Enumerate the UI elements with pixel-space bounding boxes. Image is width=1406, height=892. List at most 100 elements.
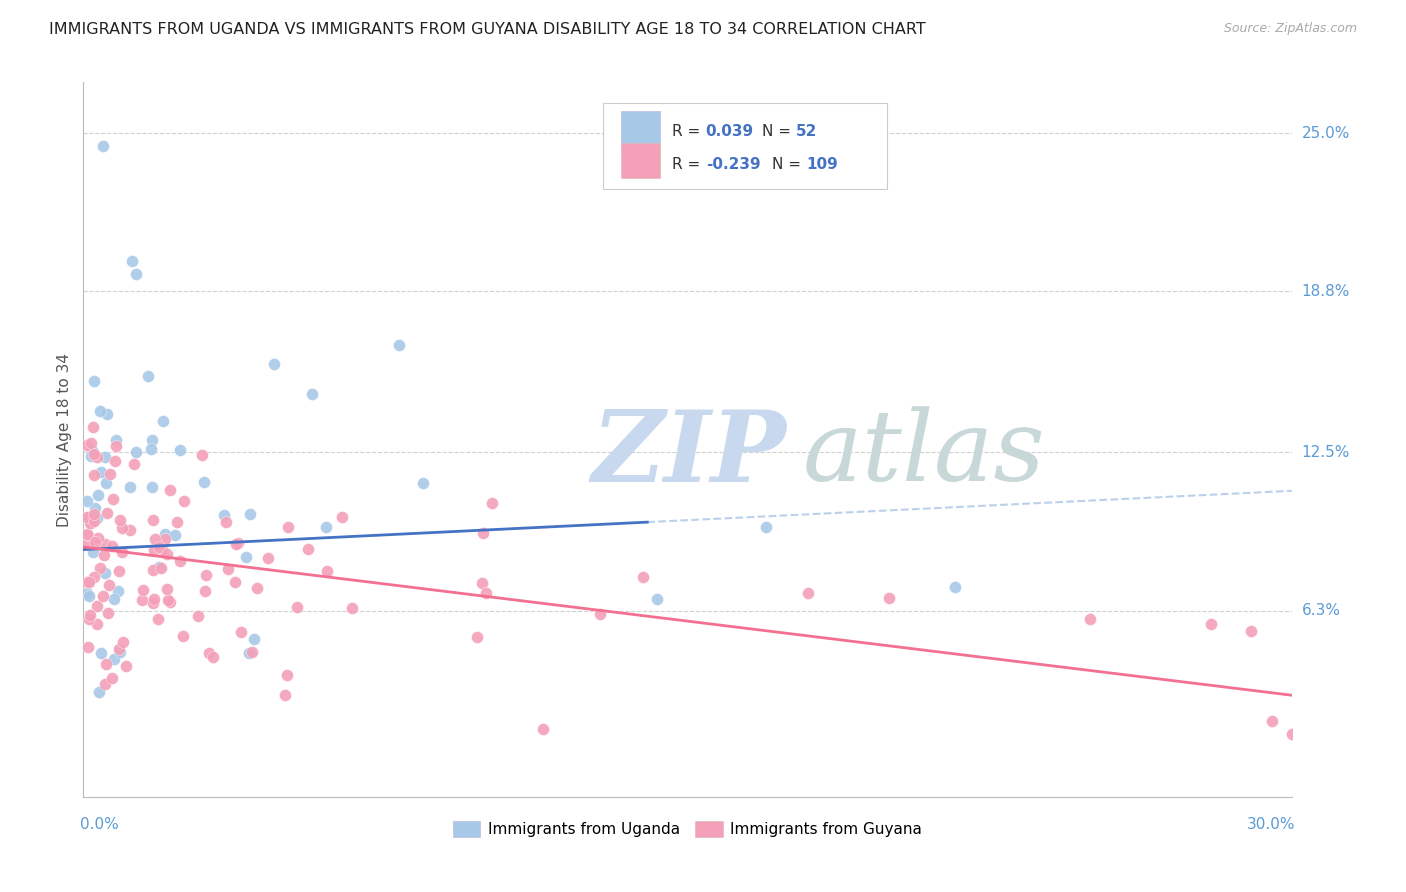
Point	[77, 640, 100, 654]
Point	[156, 582, 179, 596]
Point	[163, 528, 186, 542]
Point	[96, 407, 118, 421]
Point	[340, 601, 363, 615]
Point	[86, 599, 108, 613]
Point	[229, 624, 252, 639]
Point	[1240, 624, 1263, 639]
Text: R =: R =	[672, 125, 704, 139]
Point	[94, 566, 117, 580]
Point	[173, 494, 195, 508]
Point	[141, 442, 163, 456]
Point	[481, 496, 503, 510]
Point	[943, 580, 966, 594]
Point	[142, 596, 165, 610]
Point	[79, 516, 101, 531]
Point	[79, 516, 101, 530]
Point	[76, 438, 98, 452]
Point	[79, 608, 101, 623]
Point	[118, 523, 141, 537]
Point	[148, 611, 170, 625]
Point	[246, 582, 269, 596]
Text: 25.0%: 25.0%	[1302, 126, 1350, 141]
Point	[76, 527, 98, 541]
Point	[202, 649, 225, 664]
Point	[149, 561, 172, 575]
Point	[198, 646, 221, 660]
Point	[412, 475, 434, 490]
Point	[143, 532, 166, 546]
Legend: Immigrants from Uganda, Immigrants from Guyana: Immigrants from Uganda, Immigrants from …	[447, 815, 928, 844]
Point	[93, 548, 115, 562]
Point	[83, 447, 105, 461]
Point	[124, 445, 146, 459]
Point	[301, 387, 323, 401]
Point	[76, 575, 98, 590]
Point	[93, 589, 115, 603]
Point	[297, 541, 319, 556]
Point	[87, 684, 110, 698]
Point	[115, 659, 138, 673]
Point	[141, 433, 163, 447]
Point	[97, 578, 120, 592]
Point	[330, 510, 353, 524]
Point	[141, 513, 163, 527]
FancyBboxPatch shape	[621, 144, 659, 178]
Point	[316, 565, 339, 579]
Point	[877, 591, 900, 606]
Point	[83, 468, 105, 483]
Point	[132, 583, 155, 598]
Point	[100, 539, 122, 553]
Point	[169, 554, 191, 568]
Text: N =: N =	[762, 125, 796, 139]
Point	[111, 544, 134, 558]
Point	[285, 600, 308, 615]
Text: 12.5%: 12.5%	[1302, 445, 1350, 460]
Point	[471, 526, 494, 541]
Point	[388, 337, 411, 351]
Text: IMMIGRANTS FROM UGANDA VS IMMIGRANTS FROM GUYANA DISABILITY AGE 18 TO 34 CORRELA: IMMIGRANTS FROM UGANDA VS IMMIGRANTS FRO…	[49, 22, 927, 37]
Point	[645, 592, 668, 607]
Point	[235, 549, 257, 564]
Point	[103, 592, 125, 607]
Point	[148, 559, 170, 574]
Point	[122, 457, 145, 471]
Point	[90, 465, 112, 479]
Text: N =: N =	[772, 157, 806, 171]
Point	[111, 635, 134, 649]
Point	[77, 574, 100, 589]
Point	[83, 507, 105, 521]
Point	[83, 570, 105, 584]
Point	[465, 630, 488, 644]
Point	[82, 420, 104, 434]
Point	[105, 439, 128, 453]
Point	[96, 506, 118, 520]
Point	[239, 507, 262, 521]
Point	[94, 657, 117, 672]
Point	[77, 528, 100, 542]
Point	[108, 564, 131, 578]
Text: -0.239: -0.239	[706, 157, 761, 171]
Point	[108, 645, 131, 659]
Text: 0.0%: 0.0%	[80, 817, 118, 832]
Point	[155, 532, 177, 546]
Point	[86, 511, 108, 525]
Point	[273, 688, 295, 702]
Point	[755, 520, 778, 534]
Point	[87, 487, 110, 501]
Point	[169, 443, 191, 458]
Text: 109: 109	[806, 157, 838, 171]
Point	[86, 531, 108, 545]
Point	[143, 591, 166, 606]
Point	[156, 547, 179, 561]
Text: 6.3%: 6.3%	[1302, 603, 1340, 618]
Point	[215, 516, 238, 530]
Point	[76, 586, 98, 600]
Point	[77, 590, 100, 604]
FancyBboxPatch shape	[621, 112, 659, 146]
Point	[131, 593, 153, 607]
Point	[276, 668, 298, 682]
Text: atlas: atlas	[803, 407, 1045, 501]
Point	[238, 646, 260, 660]
Point	[159, 483, 181, 498]
Point	[108, 513, 131, 527]
